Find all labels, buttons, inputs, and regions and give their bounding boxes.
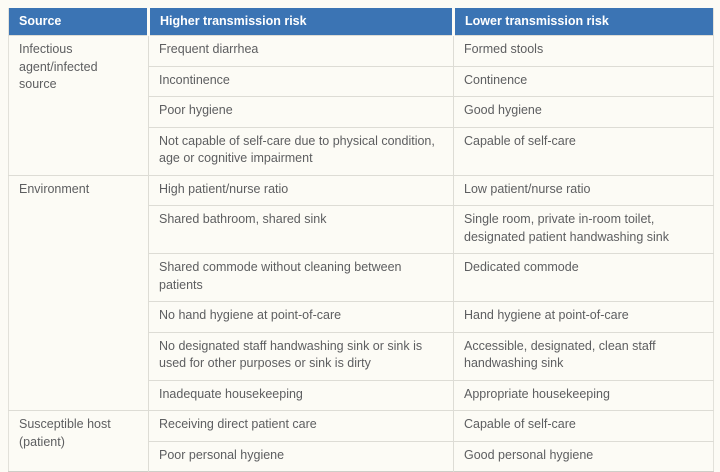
lower-risk-cell: Capable of self-care <box>453 410 714 442</box>
source-cell: Infectious agent/infected source <box>8 35 149 176</box>
higher-risk-cell: No hand hygiene at point-of-care <box>148 301 454 333</box>
table-row: Infectious agent/infected source Frequent… <box>8 35 714 176</box>
col-header-source: Source <box>8 8 149 36</box>
lower-risk-cell: Appropriate housekeeping <box>453 379 714 411</box>
higher-risk-cell: Receiving direct patient care <box>148 410 454 442</box>
col-header-lower-risk: Lower transmission risk <box>452 8 714 36</box>
lower-risk-cell: Capable of self-care <box>453 126 714 176</box>
source-cell: Susceptible host (patient) <box>8 410 149 472</box>
lower-risk-cell: Accessible, designated, clean staff hand… <box>453 331 714 381</box>
lower-risk-cell: Single room, private in-room toilet, des… <box>453 205 714 254</box>
higher-risk-cell: Inadequate housekeeping <box>148 379 454 411</box>
lower-risk-cell: Dedicated commode <box>453 253 714 302</box>
lower-risk-cell: Good hygiene <box>453 96 714 128</box>
table-row: Inadequate housekeeping Appropriate house… <box>9 379 714 411</box>
lower-risk-cell: Hand hygiene at point-of-care <box>453 301 714 333</box>
table-row: Susceptible host (patient) Receiving dire… <box>8 410 714 472</box>
header-row: Source Higher transmission risk Lower tr… <box>8 8 714 36</box>
table-row: Poor hygiene Good hygiene <box>9 96 714 128</box>
table-row: No hand hygiene at point-of-care Hand hyg… <box>9 301 714 333</box>
source-cell: Environment <box>8 174 149 411</box>
table-row: Environment High patient/nurse ratio Low p… <box>8 174 714 411</box>
table-row: Incontinence Continence <box>9 65 714 97</box>
table-row: No designated staff handwashing sink or … <box>9 331 714 381</box>
table-row: Shared bathroom, shared sink Single room,… <box>9 205 714 254</box>
table-body: Infectious agent/infected source Frequent… <box>8 35 714 472</box>
higher-risk-cell: Poor personal hygiene <box>148 440 454 472</box>
transmission-risk-table: Source Higher transmission risk Lower tr… <box>8 8 714 472</box>
higher-risk-cell: High patient/nurse ratio <box>148 174 454 206</box>
col-header-higher-risk: Higher transmission risk <box>147 8 454 36</box>
table-header: Source Higher transmission risk Lower tr… <box>8 8 714 36</box>
higher-risk-cell: Incontinence <box>148 65 454 97</box>
higher-risk-cell: Not capable of self-care due to physical… <box>148 126 454 176</box>
table-row: Shared commode without cleaning between … <box>9 253 714 302</box>
higher-risk-cell: Frequent diarrhea <box>148 35 454 67</box>
lower-risk-cell: Low patient/nurse ratio <box>453 174 714 206</box>
lower-risk-cell: Good personal hygiene <box>453 440 714 472</box>
lower-risk-cell: Continence <box>453 65 714 97</box>
transmission-risk-table-container: Source Higher transmission risk Lower tr… <box>8 8 714 472</box>
higher-risk-cell: Poor hygiene <box>148 96 454 128</box>
lower-risk-cell: Formed stools <box>453 35 714 67</box>
higher-risk-cell: Shared commode without cleaning between … <box>148 253 454 302</box>
higher-risk-cell: Shared bathroom, shared sink <box>148 205 454 254</box>
higher-risk-cell: No designated staff handwashing sink or … <box>148 331 454 381</box>
table-row: Not capable of self-care due to physical… <box>9 126 714 176</box>
